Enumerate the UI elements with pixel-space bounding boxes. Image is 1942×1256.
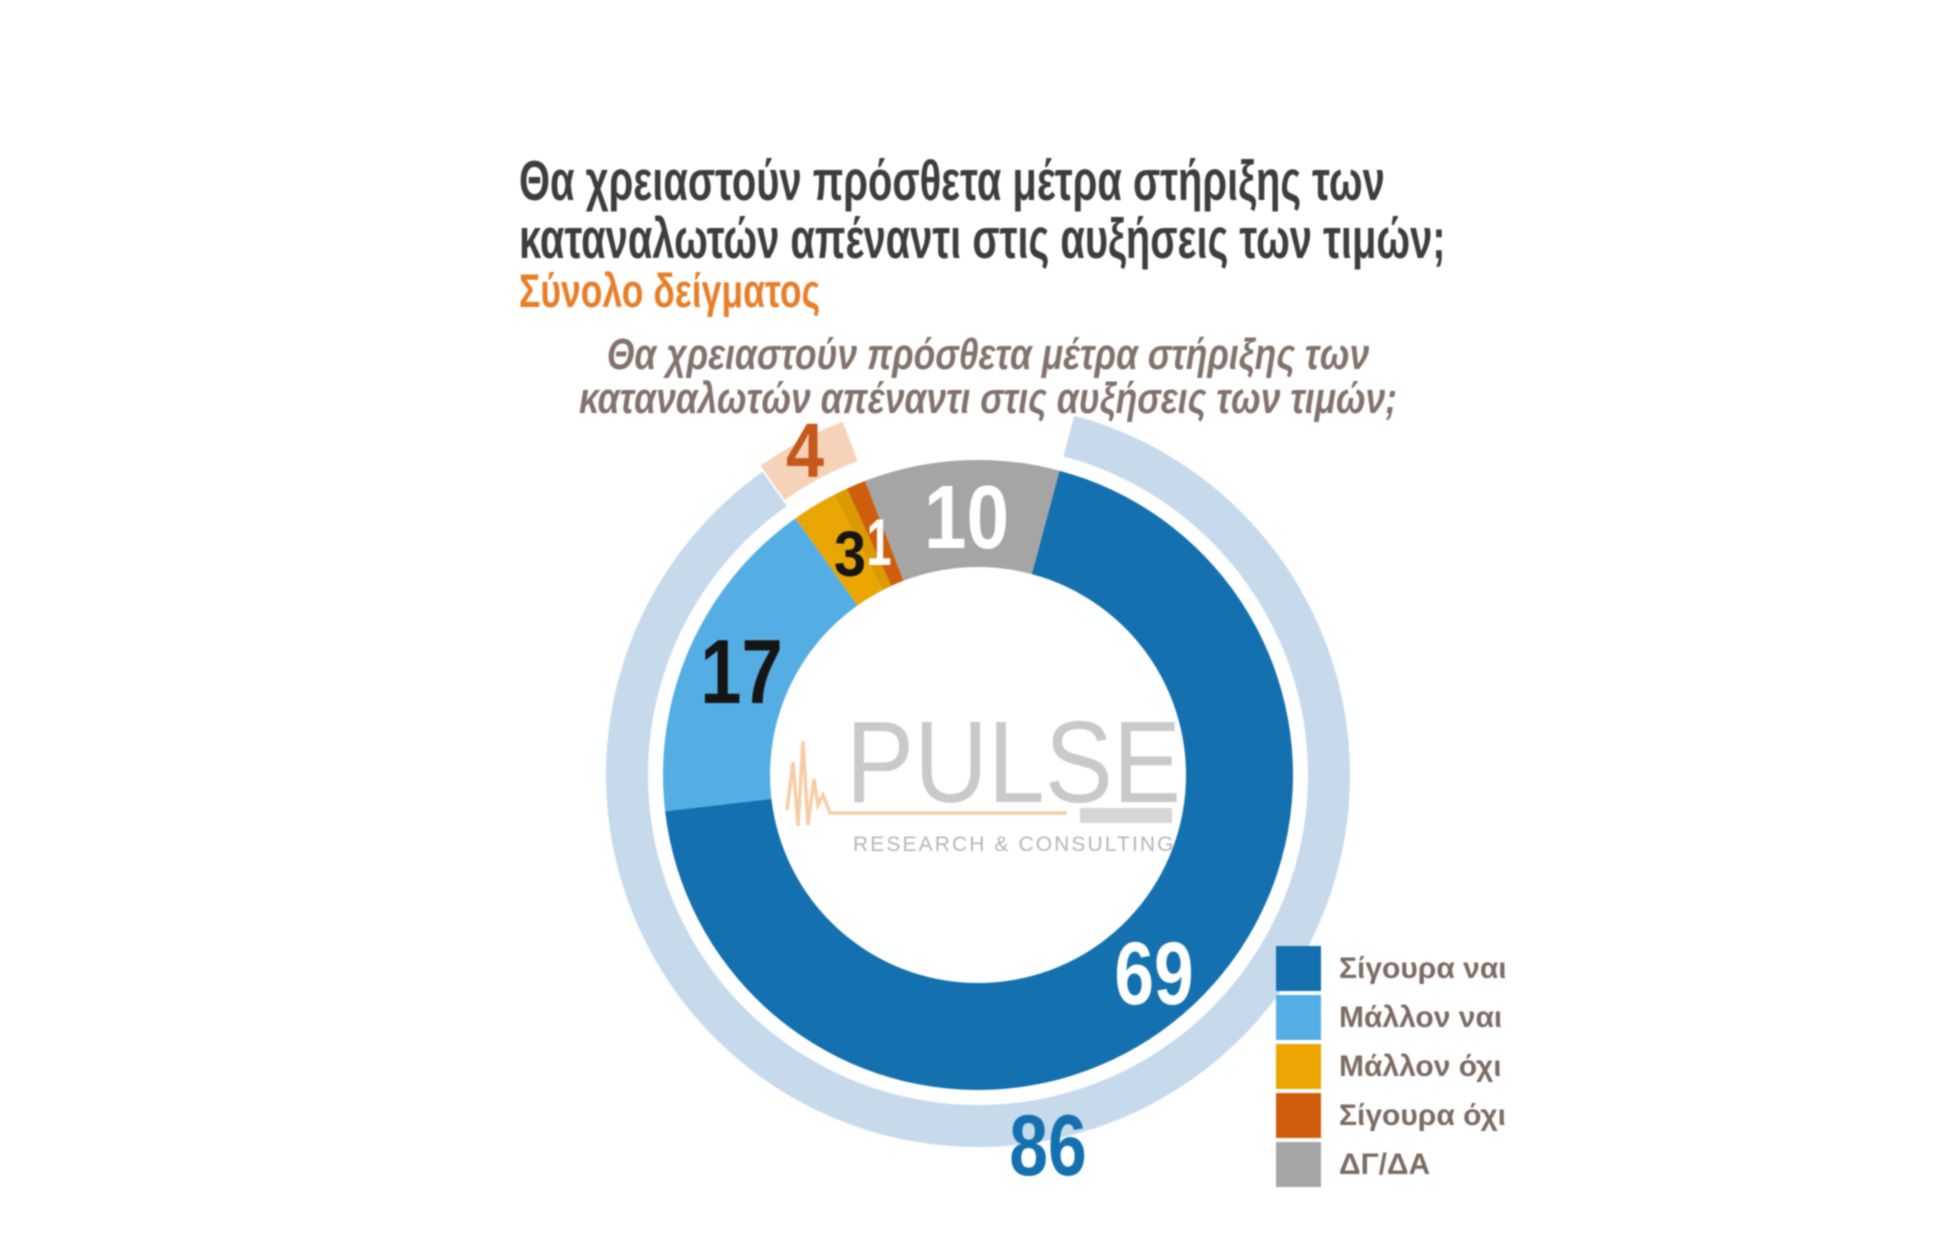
svg-text:Σίγουρα ναι: Σίγουρα ναι: [1339, 952, 1507, 985]
svg-text:69: 69: [1114, 924, 1193, 1023]
svg-text:4: 4: [786, 408, 825, 494]
svg-text:Μάλλον όχι: Μάλλον όχι: [1339, 1050, 1502, 1083]
svg-text:Μάλλον ναι: Μάλλον ναι: [1339, 1001, 1502, 1034]
svg-text:3: 3: [834, 518, 866, 589]
svg-text:RESEARCH & CONSULTING: RESEARCH & CONSULTING: [853, 833, 1176, 856]
svg-text:Σίγουρα όχι: Σίγουρα όχι: [1339, 1099, 1506, 1132]
svg-text:10: 10: [924, 466, 1009, 567]
svg-text:17: 17: [700, 621, 782, 723]
svg-text:PULSE: PULSE: [846, 698, 1181, 827]
svg-text:ΔΓ/ΔΑ: ΔΓ/ΔΑ: [1339, 1148, 1430, 1181]
svg-text:86: 86: [1009, 1097, 1086, 1194]
svg-text:1: 1: [867, 505, 892, 579]
